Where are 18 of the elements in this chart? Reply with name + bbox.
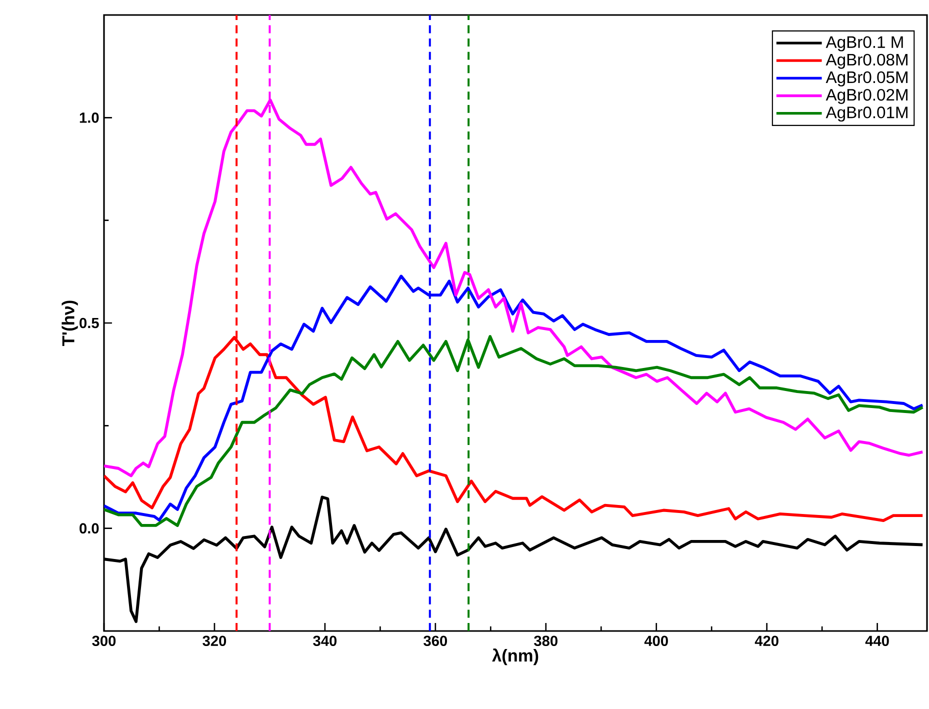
- x-tick-label: 340: [313, 636, 337, 646]
- x-tick-label: 320: [202, 636, 226, 646]
- x-tick-label: 420: [754, 636, 778, 646]
- legend-label: AgBr0.1 M: [826, 36, 903, 52]
- legend-label: AgBr0.05M: [826, 71, 908, 86]
- y-tick-label: 0.0: [80, 523, 99, 534]
- legend-label: AgBr0.08M: [826, 54, 908, 69]
- x-tick-label: 440: [865, 636, 889, 646]
- x-tick-label: 380: [534, 636, 558, 646]
- legend-label: AgBr0.01M: [826, 106, 908, 122]
- y-tick-label: 1.0: [80, 112, 99, 123]
- y-axis-title: T'(hν): [62, 300, 78, 346]
- x-axis-title: λ(nm): [492, 648, 538, 666]
- legend-label: AgBr0.02M: [826, 88, 908, 104]
- y-tick-label: 0.5: [80, 318, 99, 328]
- x-tick-label: 360: [424, 636, 447, 646]
- x-tick-label: 400: [644, 636, 668, 646]
- x-tick-label: 300: [92, 636, 116, 646]
